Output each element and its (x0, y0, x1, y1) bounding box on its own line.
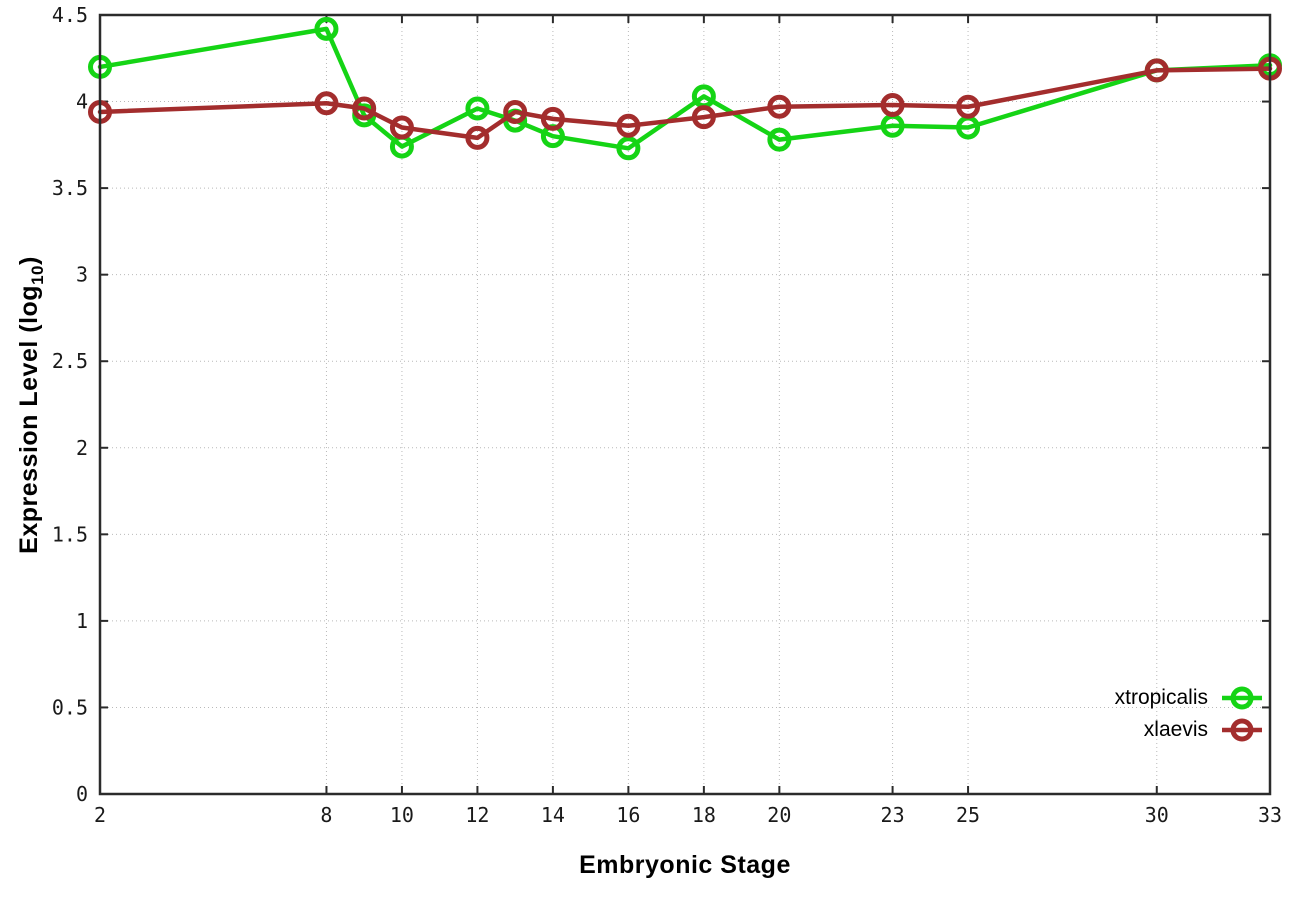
y-tick-label: 0.5 (52, 695, 88, 719)
x-tick-label: 8 (320, 803, 332, 827)
data-point-xlaevis-stage-13 (503, 99, 528, 124)
series-xlaevis (88, 56, 1282, 150)
legend-label-xtropicalis: xtropicalis (1114, 686, 1208, 709)
y-tick-label: 1.5 (52, 522, 88, 546)
y-axis-title-subscript: 10 (28, 265, 47, 285)
y-tick-label: 2 (76, 436, 88, 460)
x-tick-label: 23 (881, 803, 905, 827)
x-tick-label: 30 (1145, 803, 1169, 827)
x-tick-label: 16 (616, 803, 640, 827)
x-tick-label: 2 (94, 803, 106, 827)
y-tick-label: 1 (76, 609, 88, 633)
x-tick-label: 14 (541, 803, 565, 827)
y-tick-label: 4 (76, 90, 88, 114)
data-point-xlaevis-stage-25 (956, 94, 981, 119)
data-point-xlaevis-stage-8 (314, 91, 339, 116)
legend-item-xtropicalis: xtropicalis (1115, 683, 1264, 713)
x-tick-label: 33 (1258, 803, 1282, 827)
y-axis-title: Expression Level (log10) (15, 15, 47, 795)
legend-item-xlaevis: xlaevis (1115, 715, 1264, 745)
data-point-xtropicalis-stage-16 (616, 136, 641, 161)
x-axis-title: Embryonic Stage (579, 851, 791, 879)
x-tick-label: 18 (692, 803, 716, 827)
plot-border (98, 13, 1272, 796)
x-tick-label: 12 (465, 803, 489, 827)
legend-marker-xtropicalis (1222, 686, 1262, 710)
y-tick-label: 4.5 (52, 3, 88, 27)
data-point-xlaevis-stage-18 (691, 105, 716, 130)
data-point-xlaevis-stage-16 (616, 113, 641, 138)
series-line-xlaevis (97, 66, 1273, 141)
legend: xtropicalis xlaevis (1115, 683, 1264, 745)
y-tick-label: 3.5 (52, 176, 88, 200)
data-point-xlaevis-stage-30 (1144, 58, 1169, 83)
data-point-xlaevis-stage-14 (540, 106, 565, 131)
series-line-xtropicalis (97, 26, 1273, 151)
data-point-xlaevis-stage-20 (767, 94, 792, 119)
data-point-xlaevis-stage-9 (352, 96, 377, 121)
legend-marker-xlaevis (1222, 718, 1262, 742)
x-tick-label: 25 (956, 803, 980, 827)
y-tick-label: 2.5 (52, 349, 88, 373)
y-tick-label: 0 (76, 782, 88, 806)
series-xtropicalis (88, 16, 1282, 161)
legend-label-xlaevis: xlaevis (1143, 718, 1208, 741)
y-axis-title-text: Expression Level (log (15, 284, 43, 554)
data-point-xlaevis-stage-12 (465, 125, 490, 150)
data-point-xtropicalis-stage-8 (314, 16, 339, 41)
data-point-xlaevis-stage-23 (880, 93, 905, 118)
y-axis-title-close: ) (15, 256, 43, 265)
y-tick-label: 3 (76, 263, 88, 287)
x-tick-label: 20 (767, 803, 791, 827)
data-point-xlaevis-stage-10 (389, 115, 414, 140)
data-point-xtropicalis-stage-20 (767, 127, 792, 152)
x-tick-label: 10 (390, 803, 414, 827)
data-point-xtropicalis-stage-12 (465, 96, 490, 121)
